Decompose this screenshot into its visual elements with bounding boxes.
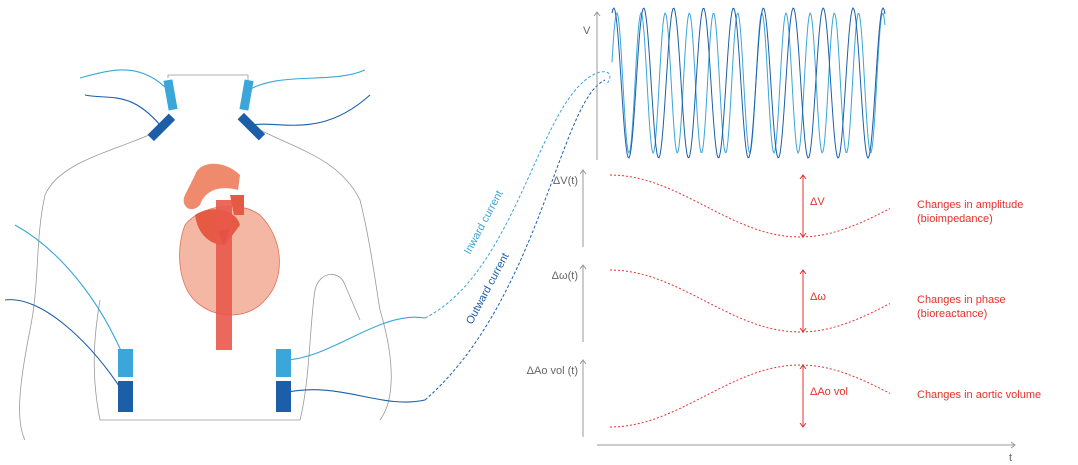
track-curve bbox=[610, 175, 890, 237]
track-description: Changes in amplitude bbox=[917, 199, 1023, 211]
delta-label: ΔAo vol bbox=[810, 386, 848, 398]
track-axis-label: Δω(t) bbox=[552, 270, 578, 282]
outward-label: Outward current bbox=[464, 251, 512, 326]
heart bbox=[180, 164, 280, 350]
track-axis-label: ΔAo vol (t) bbox=[527, 365, 578, 377]
outward-path bbox=[425, 80, 605, 400]
inward-label: Inward current bbox=[462, 189, 506, 257]
track-curve bbox=[610, 270, 890, 332]
figure: Inward current Outward current V t ΔV(t)… bbox=[0, 0, 1078, 465]
delta-label: Δω bbox=[810, 291, 826, 303]
t-label: t bbox=[1009, 452, 1012, 464]
track-description: (bioimpedance) bbox=[917, 213, 993, 225]
inward-path bbox=[425, 72, 610, 318]
delta-label: ΔV bbox=[810, 196, 825, 208]
track-description: (bioreactance) bbox=[917, 308, 987, 320]
track-description: Changes in phase bbox=[917, 294, 1006, 306]
wave-inward bbox=[612, 13, 885, 153]
track-axis-label: ΔV(t) bbox=[553, 175, 578, 187]
v-label: V bbox=[583, 25, 591, 37]
track-description: Changes in aortic volume bbox=[917, 389, 1041, 401]
track-curve bbox=[610, 365, 890, 427]
